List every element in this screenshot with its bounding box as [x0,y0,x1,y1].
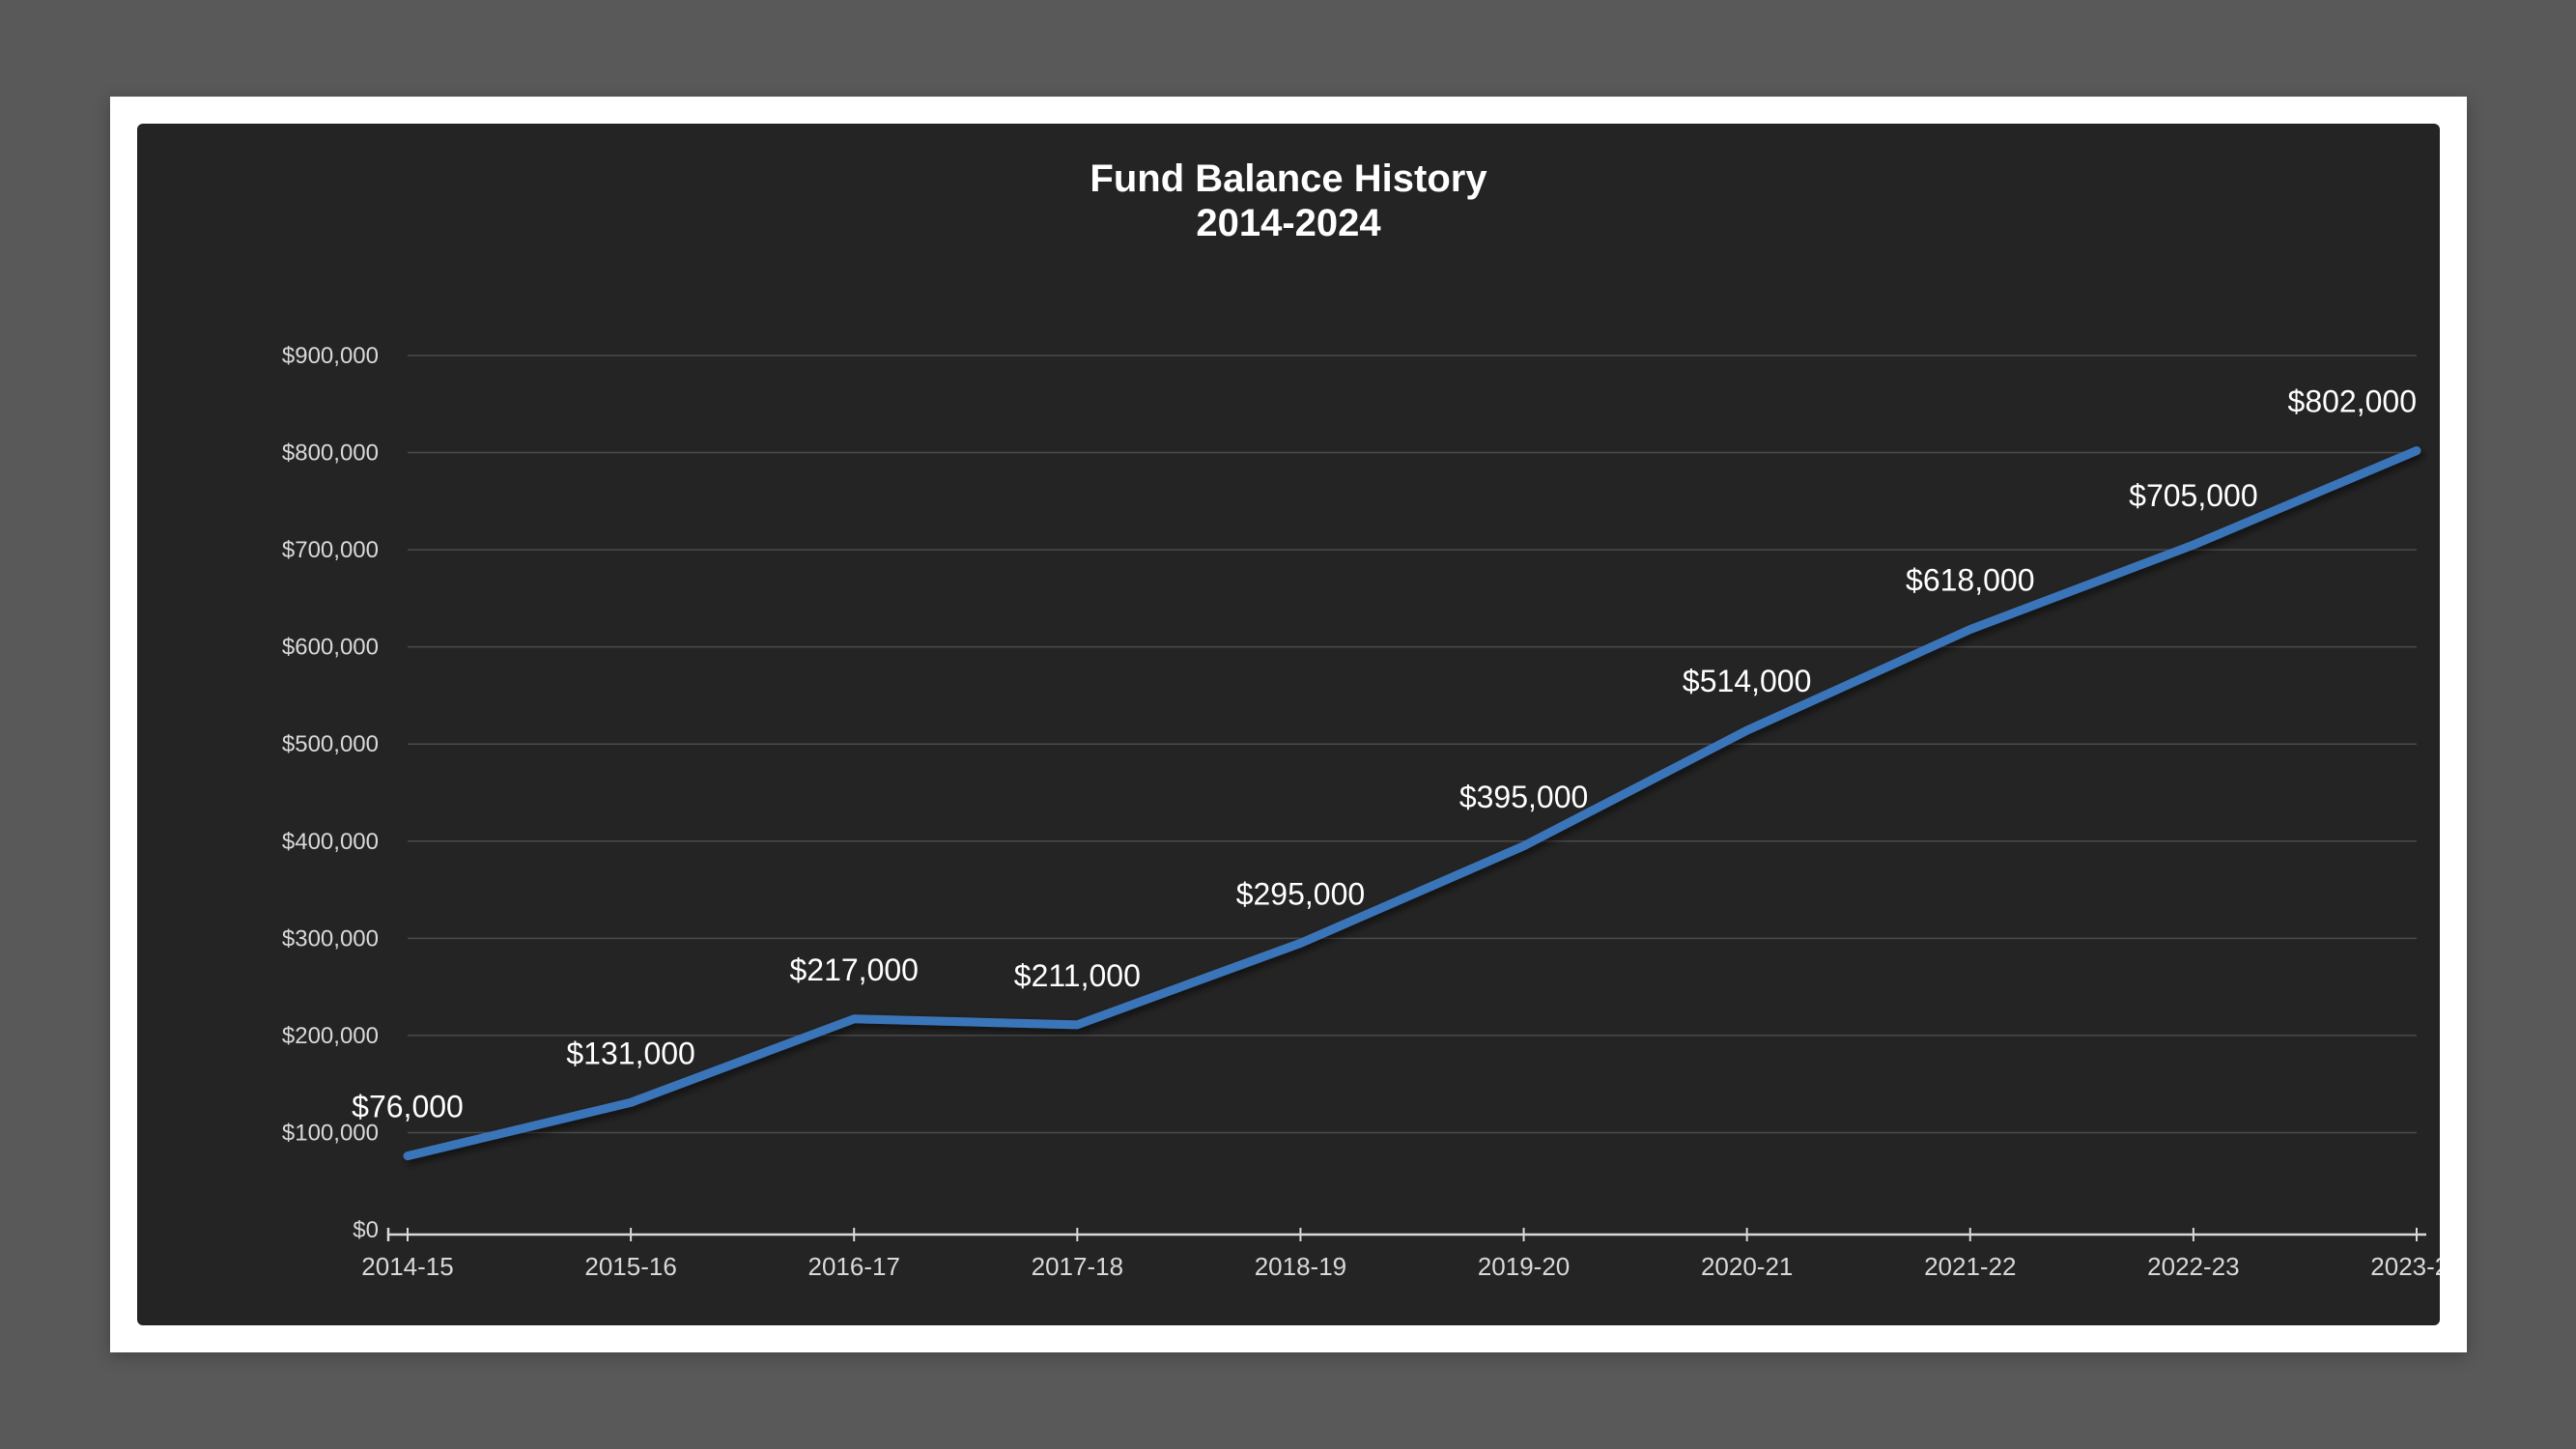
x-tick-label: 2022-23 [2147,1252,2239,1281]
data-label: $395,000 [1458,780,1587,814]
y-tick-label: $500,000 [281,731,378,757]
data-label: $211,000 [1013,958,1140,993]
data-label: $705,000 [2129,478,2257,513]
x-tick-label: 2021-22 [1924,1252,2016,1281]
y-tick-label: $600,000 [281,635,378,661]
chart-title-line2: 2014-2024 [1196,202,1381,244]
x-tick-label: 2017-18 [1031,1252,1122,1281]
data-label: $76,000 [352,1090,464,1124]
data-label: $217,000 [789,952,918,987]
line-chart: Fund Balance History2014-2024$0$100,000$… [137,124,2440,1325]
x-tick-label: 2014-15 [361,1252,453,1281]
x-tick-label: 2018-19 [1254,1252,1345,1281]
y-tick-label: $700,000 [281,537,378,563]
data-label: $618,000 [1906,563,2034,598]
data-label: $295,000 [1235,876,1364,911]
page-background: Fund Balance History2014-2024$0$100,000$… [0,0,2576,1449]
chart-title-line1: Fund Balance History [1090,157,1487,200]
x-tick-label: 2020-21 [1700,1252,1792,1281]
slide-frame: Fund Balance History2014-2024$0$100,000$… [110,97,2467,1352]
x-tick-label: 2019-20 [1477,1252,1569,1281]
y-tick-label: $900,000 [281,343,378,369]
chart-panel: Fund Balance History2014-2024$0$100,000$… [137,124,2440,1325]
data-line [408,451,2417,1156]
data-label: $131,000 [566,1036,694,1070]
y-tick-label: $800,000 [281,440,378,467]
y-tick-label: $400,000 [281,829,378,855]
data-label: $802,000 [2287,384,2416,419]
y-tick-label: $200,000 [281,1023,378,1049]
y-tick-label: $300,000 [281,925,378,952]
x-tick-label: 2016-17 [807,1252,899,1281]
y-tick-label: $0 [353,1217,379,1243]
x-tick-label: 2015-16 [584,1252,676,1281]
x-tick-label: 2023-24 [2370,1252,2440,1281]
data-label: $514,000 [1682,664,1810,698]
